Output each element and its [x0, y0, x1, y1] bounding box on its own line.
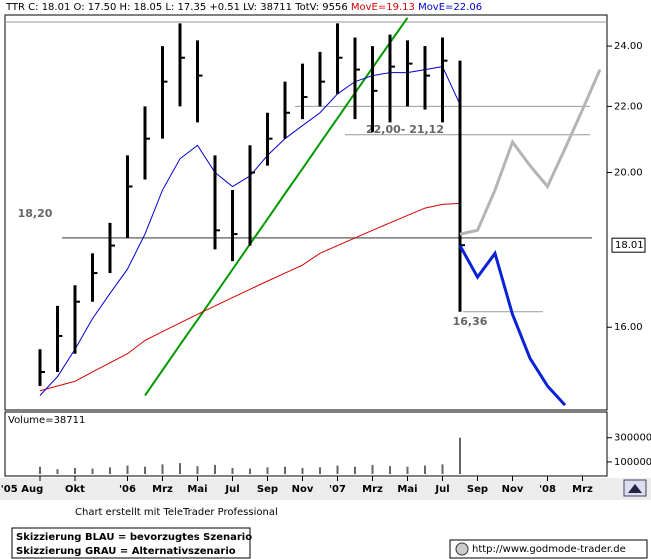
volume-bar: [389, 466, 391, 474]
volume-bar: [214, 464, 216, 474]
x-tick-label: Mrz: [362, 484, 383, 495]
price-panel: [4, 14, 608, 411]
x-axis-band: [0, 478, 651, 500]
x-tick-label: Nov: [502, 484, 524, 495]
x-tick-label: Mai: [187, 484, 207, 495]
volume-bar: [126, 465, 129, 474]
volume-bar: [406, 466, 409, 474]
volume-bar: [284, 466, 286, 474]
volume-bar: [39, 466, 41, 474]
x-tick-label: Jul: [224, 484, 239, 495]
x-tick-label: '07: [329, 484, 346, 495]
legend-box: [11, 527, 251, 559]
volume-bar: [196, 466, 199, 474]
url-icon: [455, 542, 469, 556]
x-tick-label: Jul: [434, 484, 449, 495]
url[interactable]: http://www.godmode-trader.de: [472, 544, 626, 555]
moving-average: [39, 202, 461, 392]
volume-bar: [91, 468, 94, 474]
volume-bar: [424, 465, 426, 474]
volume-bar: [354, 466, 356, 474]
x-tick-label: Mrz: [572, 484, 593, 495]
scenario: [459, 68, 602, 236]
volume-bar: [161, 464, 164, 474]
volume-tick-label: 300000: [614, 433, 651, 444]
volume-bar: [301, 467, 304, 474]
volume-bar: [179, 463, 181, 474]
level-label: 18,20: [18, 207, 53, 220]
volume-bar: [459, 437, 461, 474]
corner-glyph: [628, 484, 642, 493]
x-tick-label: '05 Aug: [1, 484, 43, 495]
legend-blue: MovE=22.06: [418, 2, 482, 13]
volume-tick-label: 100000: [614, 457, 651, 468]
trendline: [144, 17, 409, 397]
legend-gray-text: Skizzierung GRAU = Alternativszenario: [16, 546, 236, 557]
last-price: 18.01: [615, 240, 644, 251]
credit: Chart erstellt mit TeleTrader Profession…: [75, 507, 278, 518]
volume-bar: [336, 465, 339, 474]
volume-bar: [249, 468, 251, 474]
volume-panel: [4, 411, 608, 477]
volume-bar: [56, 469, 59, 474]
legend-red: MovE=19.13: [351, 2, 415, 13]
x-tick-label: Nov: [292, 484, 314, 495]
volume-bar: [441, 464, 444, 474]
level-label: 22,00- 21,12: [366, 123, 444, 136]
volume-bar: [231, 467, 234, 474]
quote: TTR C: 18.01 O: 17.50 H: 18.05 L: 17.35 …: [5, 2, 348, 13]
volume-bar: [266, 467, 269, 474]
x-tick-label: Sep: [467, 484, 488, 495]
x-tick-label: Mai: [397, 484, 417, 495]
volume-bar: [371, 464, 374, 474]
y-tick-label: 20.00: [614, 168, 643, 179]
x-tick-label: '06: [119, 484, 136, 495]
y-tick-label: 24.00: [614, 41, 643, 52]
volume-bar: [144, 466, 146, 474]
x-tick-label: Sep: [257, 484, 278, 495]
x-tick-label: Mrz: [152, 484, 173, 495]
last-price-box: [611, 237, 646, 253]
legend-blue-text: Skizzierung BLAU = bevorzugtes Szenario: [16, 532, 252, 543]
volume-bar: [109, 467, 111, 474]
scenario: [458, 244, 567, 407]
level-label: 16,36: [453, 315, 488, 328]
y-tick-label: 16.00: [614, 322, 643, 333]
url-box: [449, 539, 648, 559]
y-tick-label: 22.00: [614, 101, 643, 112]
volume-title: Volume=38711: [8, 415, 85, 426]
volume-bar: [74, 467, 76, 474]
x-tick-label: Okt: [65, 484, 85, 495]
volume-bar: [319, 467, 321, 474]
quote-line: TTR C: 18.01 O: 17.50 H: 18.05 L: 17.35 …: [5, 2, 482, 13]
x-tick-label: '08: [539, 484, 556, 495]
